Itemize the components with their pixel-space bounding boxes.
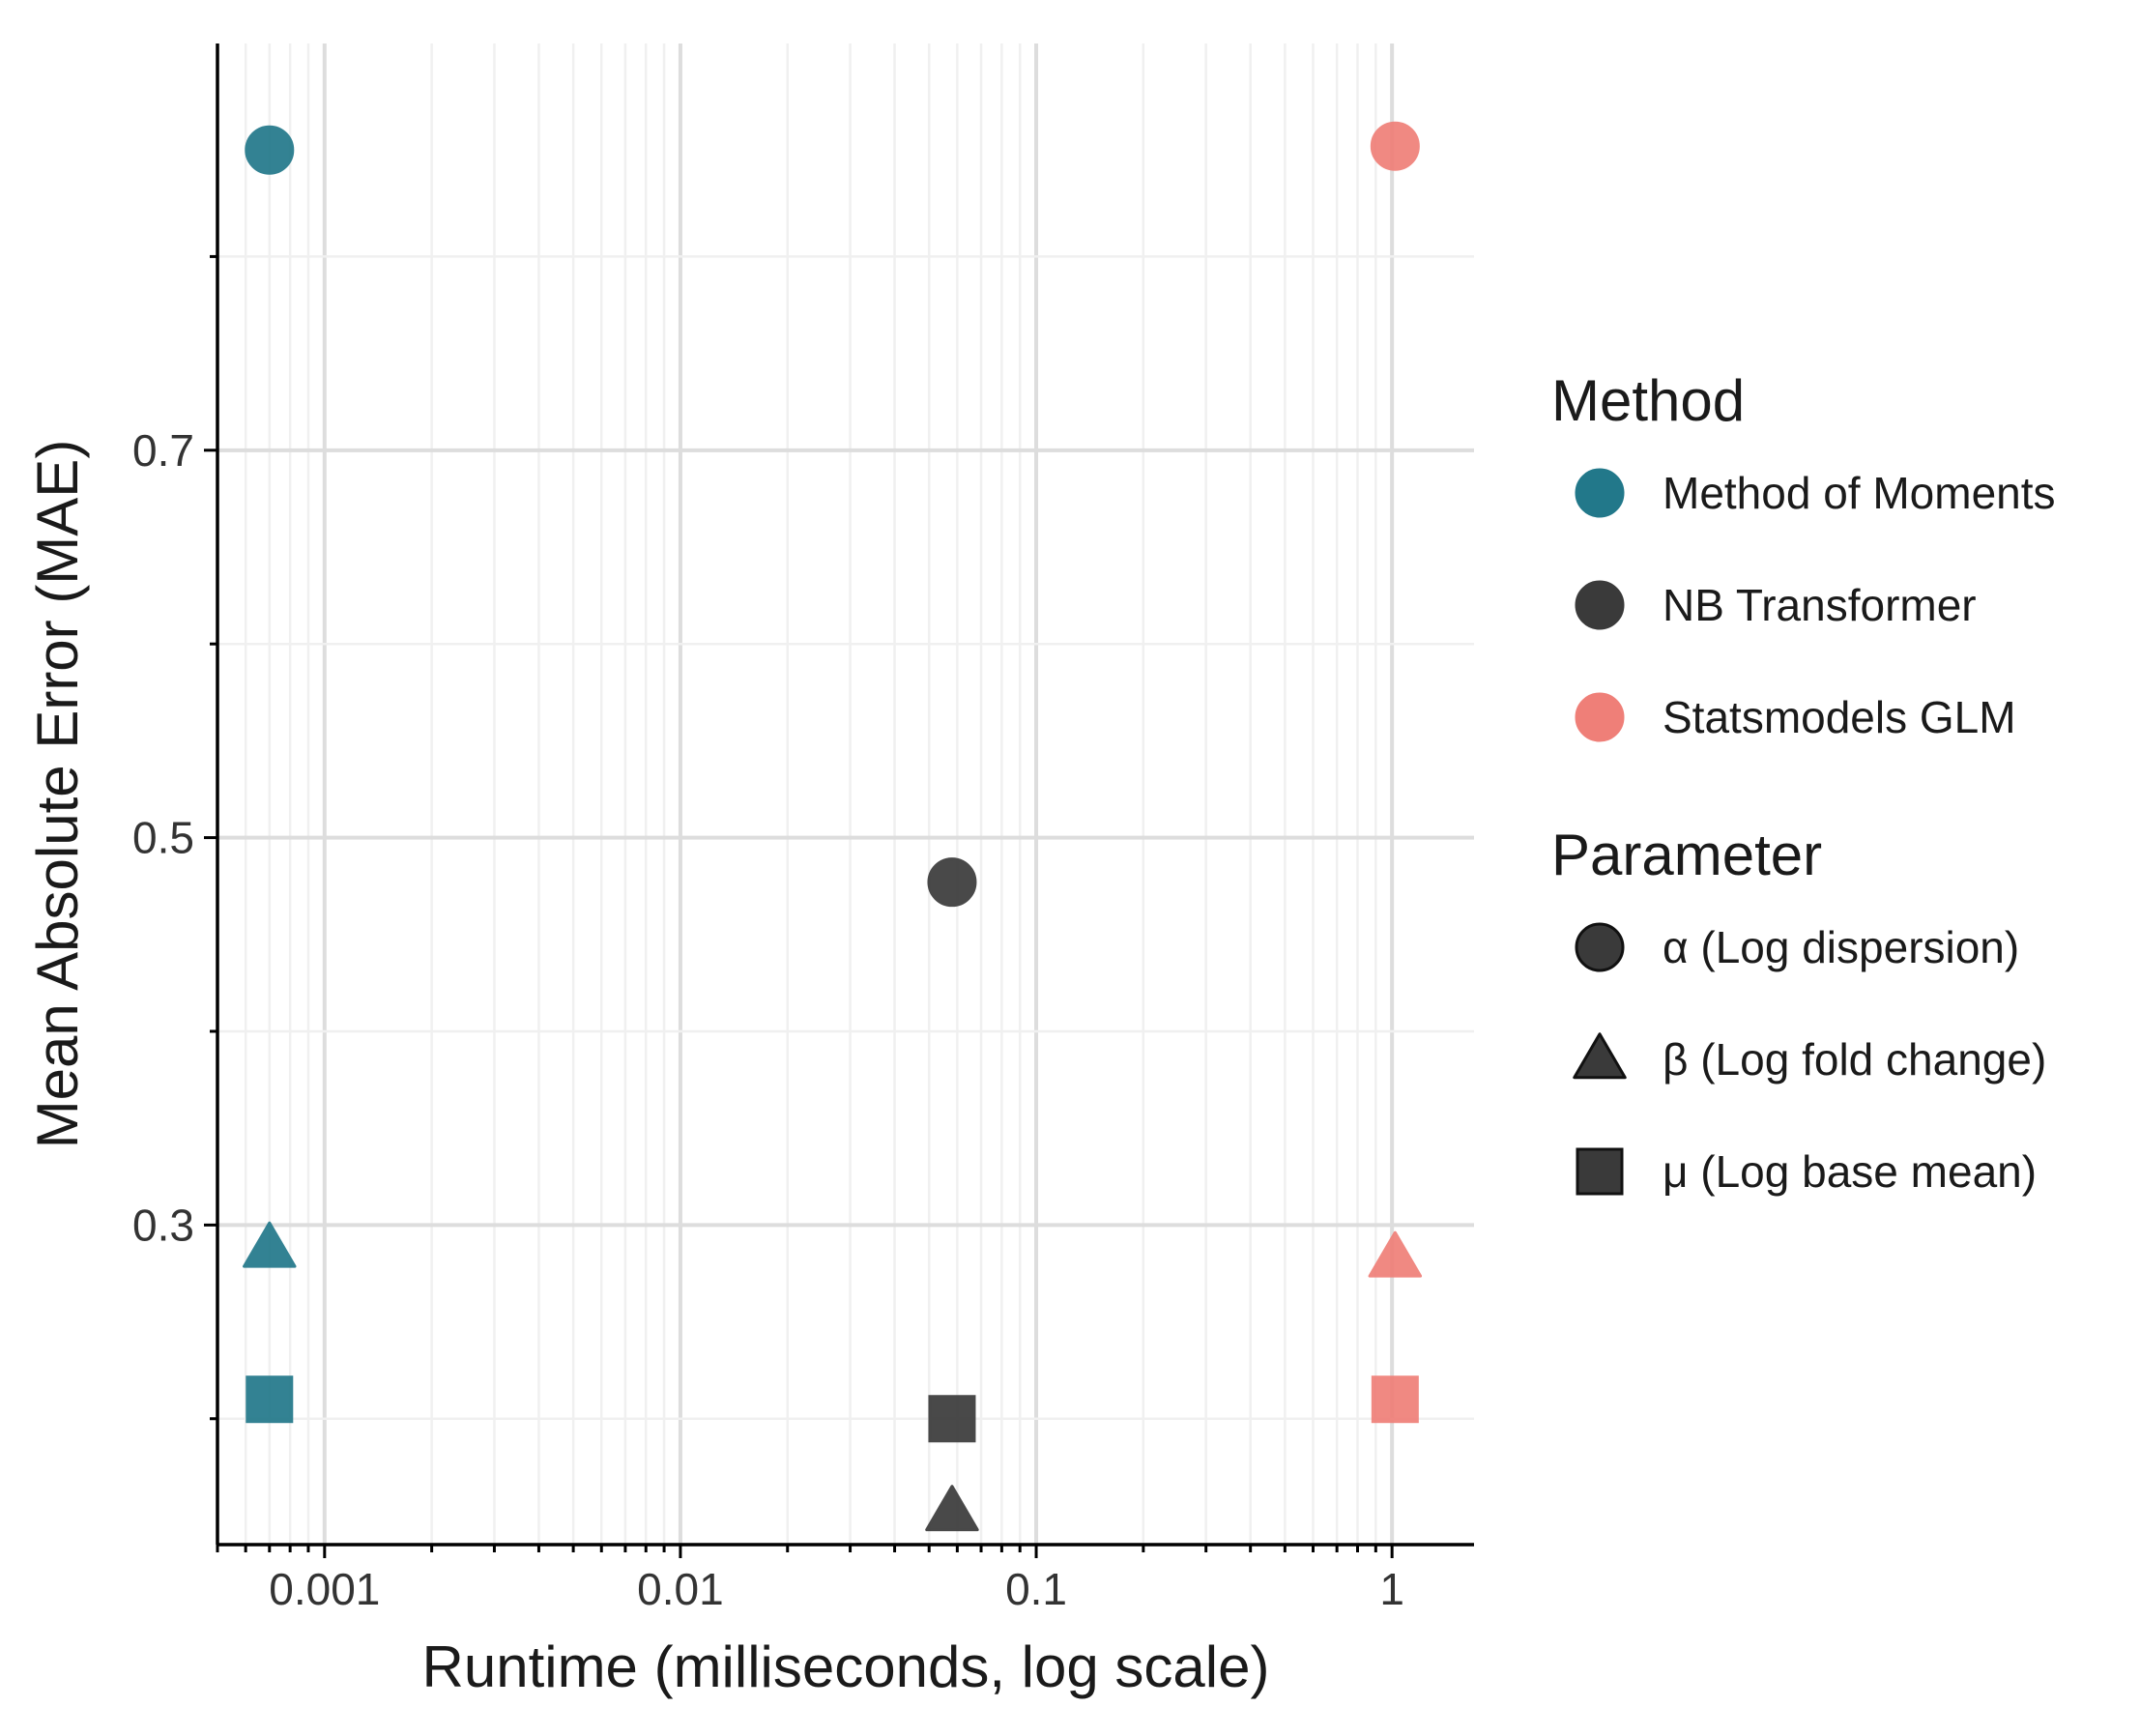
y-tick-label: 0.5 — [132, 813, 194, 863]
legend: Method Method of Moments NB Transformer Sta… — [1551, 368, 2056, 1197]
data-point — [246, 1375, 294, 1424]
legend-method-key-icon — [1575, 468, 1625, 518]
data-point — [1368, 1230, 1423, 1278]
data-point — [1370, 121, 1420, 171]
legend-method-label: Statsmodels GLM — [1663, 692, 2016, 742]
legend-parameter-label: β (Log fold change) — [1663, 1034, 2046, 1085]
legend-method-label: NB Transformer — [1663, 580, 1977, 630]
data-point — [243, 1221, 297, 1268]
data-point — [925, 1485, 979, 1532]
legend-method-key-icon — [1575, 692, 1625, 742]
data-point-marker — [243, 1221, 297, 1268]
legend-parameter-key-icon — [1575, 922, 1625, 972]
data-point-marker — [927, 857, 977, 908]
data-points — [243, 121, 1423, 1532]
data-point — [245, 125, 295, 175]
x-tick-label: 1 — [1379, 1564, 1404, 1614]
data-point-marker — [245, 125, 295, 175]
data-point — [1371, 1375, 1419, 1424]
legend-parameter-key-icon — [1576, 1147, 1624, 1196]
data-point-marker — [1368, 1230, 1423, 1278]
legend-method-label: Method of Moments — [1663, 468, 2056, 518]
legend-method-title: Method — [1551, 368, 1745, 433]
data-point-marker — [1370, 121, 1420, 171]
data-point-marker — [925, 1485, 979, 1532]
y-tick-label: 0.7 — [132, 425, 194, 476]
data-point-marker — [246, 1375, 294, 1424]
data-point-marker — [928, 1395, 976, 1443]
data-point — [927, 857, 977, 908]
legend-parameter-label: μ (Log base mean) — [1663, 1146, 2037, 1197]
y-axis-title: Mean Absolute Error (MAE) — [25, 440, 90, 1149]
legend-parameter-label: α (Log dispersion) — [1663, 922, 2019, 972]
data-point-marker — [1371, 1375, 1419, 1424]
axes: 0.001 0.01 0.1 1 0.3 0.5 0.7 Runtime (milliseco… — [25, 43, 1474, 1699]
legend-parameter-key-icon — [1573, 1032, 1627, 1080]
grid — [216, 43, 1474, 1545]
data-point — [928, 1395, 976, 1443]
x-tick-label: 0.001 — [269, 1564, 380, 1614]
legend-method-key-icon — [1575, 580, 1625, 630]
x-axis-title: Runtime (milliseconds, log scale) — [422, 1635, 1270, 1699]
x-tick-label: 0.01 — [637, 1564, 724, 1614]
y-tick-label: 0.3 — [132, 1200, 194, 1250]
x-tick-label: 0.1 — [1005, 1564, 1067, 1614]
legend-parameter-title: Parameter — [1551, 823, 1822, 887]
